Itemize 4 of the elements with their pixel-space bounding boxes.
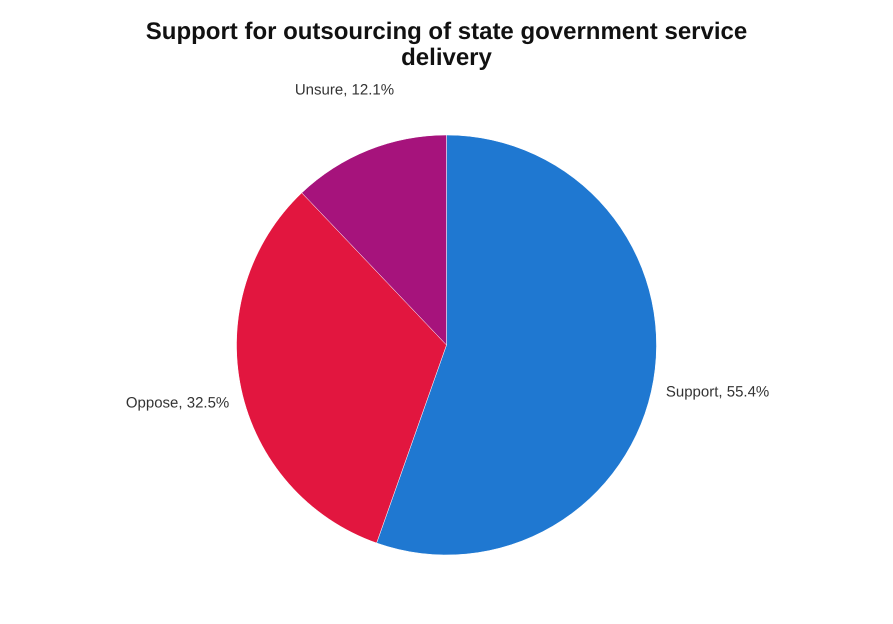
slice-label: Unsure, 12.1% bbox=[294, 82, 394, 99]
chart-title: Support for outsourcing of state government service delivery bbox=[146, 18, 748, 71]
slice-label: Oppose, 32.5% bbox=[126, 394, 230, 412]
slice-label: Support, 55.4% bbox=[666, 383, 770, 400]
